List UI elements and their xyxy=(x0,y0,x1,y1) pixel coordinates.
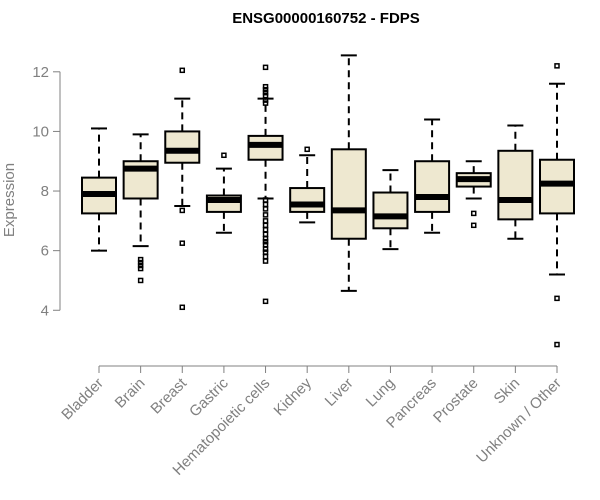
outlier-point xyxy=(262,206,269,212)
outlier-point xyxy=(262,64,269,71)
outlier-point xyxy=(262,253,269,260)
outlier-point xyxy=(262,249,269,255)
box-gastric xyxy=(205,152,242,234)
outlier-point xyxy=(137,265,144,272)
box-breast xyxy=(164,67,201,311)
outlier-point xyxy=(137,259,144,266)
x-tick-label: Breast xyxy=(147,374,190,417)
box-pancreas xyxy=(414,118,451,234)
x-tick-label: Skin xyxy=(491,375,524,408)
outlier-point xyxy=(262,241,269,248)
outlier-point xyxy=(262,100,269,106)
outlier-point xyxy=(262,97,269,103)
outlier-point xyxy=(179,207,186,214)
outlier-point xyxy=(262,197,269,203)
x-tick-label: Brain xyxy=(112,375,149,412)
outlier-point xyxy=(470,210,477,217)
box-kidney xyxy=(289,146,326,224)
y-tick-label: 12 xyxy=(32,64,49,81)
iqr-box xyxy=(414,160,451,213)
box-prostate xyxy=(455,160,492,229)
outlier-point xyxy=(262,298,269,305)
outlier-point xyxy=(179,304,186,311)
outlier-point xyxy=(262,231,269,238)
outlier-point xyxy=(262,92,269,99)
chart-title: ENSG00000160752 - FDPS xyxy=(232,10,420,27)
outlier-point xyxy=(262,89,269,96)
outlier-point xyxy=(137,262,144,269)
x-tick-label: Kidney xyxy=(271,374,316,419)
y-tick-label: 8 xyxy=(41,183,49,200)
outlier-point xyxy=(262,246,269,252)
y-tick-label: 4 xyxy=(41,302,49,319)
outlier-point xyxy=(554,341,560,348)
outlier-point xyxy=(304,146,310,153)
box-bladder xyxy=(81,127,117,252)
iqr-box xyxy=(164,130,201,164)
outlier-point xyxy=(262,86,269,93)
iqr-box xyxy=(330,148,367,240)
outlier-point xyxy=(179,67,186,74)
x-tick-label: Lung xyxy=(363,375,399,411)
x-tick-label: Liver xyxy=(322,375,357,410)
x-tick-label: Bladder xyxy=(58,375,107,424)
y-tick-label: 6 xyxy=(41,243,49,260)
y-axis: 4 6 8 10 12 xyxy=(32,64,61,319)
outlier-point xyxy=(262,258,269,264)
iqr-box xyxy=(372,191,409,230)
outlier-point xyxy=(470,222,477,229)
outlier-point xyxy=(262,238,269,245)
iqr-box xyxy=(289,187,326,213)
box-lung xyxy=(372,169,409,251)
outlier-point xyxy=(137,277,144,284)
x-tick-label: Prostate xyxy=(430,375,482,427)
box-series xyxy=(81,54,575,348)
outlier-point xyxy=(262,83,269,90)
outlier-point xyxy=(262,212,269,218)
box-unknown-other xyxy=(539,63,575,348)
iqr-box xyxy=(497,149,534,221)
outlier-point xyxy=(179,240,186,246)
outlier-point xyxy=(554,295,560,302)
outlier-point xyxy=(262,227,269,233)
box-liver xyxy=(330,54,367,292)
outlier-point xyxy=(262,222,269,229)
outlier-point xyxy=(221,152,227,159)
box-hematopoietic-cells xyxy=(247,64,284,305)
outlier-point xyxy=(554,63,560,69)
outlier-point xyxy=(262,218,269,224)
outlier-point xyxy=(137,256,144,263)
box-brain xyxy=(122,133,159,284)
outlier-point xyxy=(262,201,269,208)
outlier-point xyxy=(262,235,269,242)
y-axis-label: Expression xyxy=(1,163,18,237)
y-tick-label: 10 xyxy=(32,123,49,140)
box-skin xyxy=(497,124,534,240)
